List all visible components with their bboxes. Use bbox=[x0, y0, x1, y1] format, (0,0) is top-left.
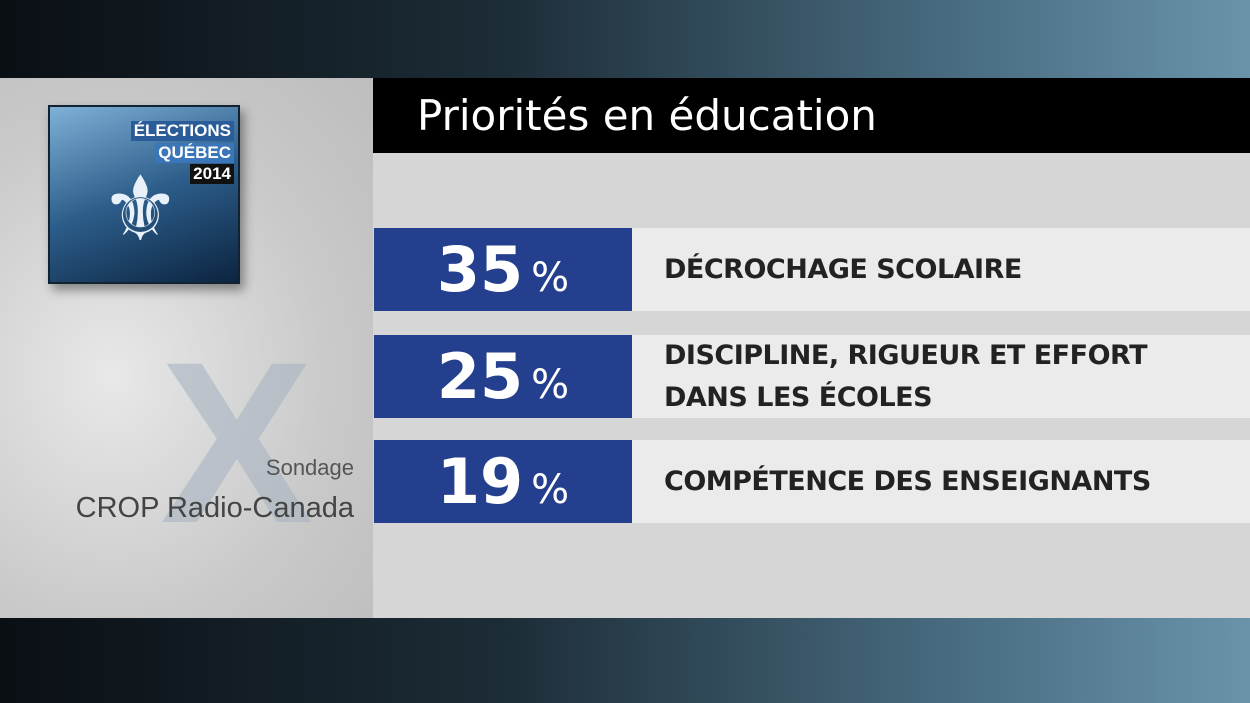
value: 25 bbox=[436, 340, 524, 413]
logo: ⚜ ÉLECTIONS QUÉBEC 2014 bbox=[48, 105, 240, 284]
logo-year: 2014 bbox=[190, 164, 234, 184]
value-box: 25% bbox=[374, 335, 632, 418]
label-line: DANS LES ÉCOLES bbox=[664, 381, 933, 413]
x-decoration: X bbox=[160, 314, 314, 571]
source-name: CROP Radio-Canada bbox=[75, 492, 354, 524]
fleur-de-lis: ⚜ bbox=[100, 157, 181, 262]
row: 19% COMPÉTENCE DES ENSEIGNANTS bbox=[374, 440, 1250, 523]
value: 19 bbox=[436, 445, 524, 518]
top-band bbox=[0, 0, 1250, 78]
unit: % bbox=[531, 362, 570, 408]
label-line: DÉCROCHAGE SCOLAIRE bbox=[664, 253, 1022, 285]
row: 25% DISCIPLINE, RIGUEUR ET EFFORT DANS LES… bbox=[374, 335, 1250, 418]
label-line: DISCIPLINE, RIGUEUR ET EFFORT bbox=[664, 339, 1148, 371]
value: 35 bbox=[436, 233, 524, 306]
unit: % bbox=[531, 255, 570, 301]
logo-text: QUÉBEC bbox=[155, 143, 234, 163]
logo-text: ÉLECTIONS bbox=[130, 121, 234, 141]
bottom-band bbox=[0, 618, 1250, 703]
label: DISCIPLINE, RIGUEUR ET EFFORT DANS LES ÉC… bbox=[632, 335, 1250, 418]
label: COMPÉTENCE DES ENSEIGNANTS bbox=[632, 440, 1250, 523]
value-box: 35% bbox=[374, 228, 632, 311]
unit: % bbox=[531, 467, 570, 513]
title: Priorités en éducation bbox=[373, 78, 1250, 153]
row: 35% DÉCROCHAGE SCOLAIRE bbox=[374, 228, 1250, 311]
value-box: 19% bbox=[374, 440, 632, 523]
source-label: Sondage bbox=[265, 455, 354, 480]
label-line: COMPÉTENCE DES ENSEIGNANTS bbox=[664, 465, 1151, 497]
label: DÉCROCHAGE SCOLAIRE bbox=[632, 228, 1250, 311]
